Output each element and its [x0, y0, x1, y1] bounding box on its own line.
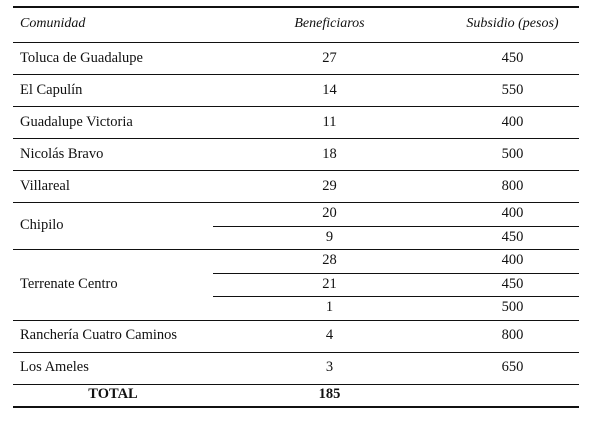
cell-comunidad: Guadalupe Victoria — [20, 113, 133, 130]
row-rule — [13, 202, 579, 203]
table-bottom-rule — [13, 405, 579, 408]
row-rule — [13, 383, 579, 385]
header-bottom-rule — [13, 42, 579, 43]
cell-subsidio: 400 — [501, 205, 524, 222]
cell-beneficiarios: 27 — [322, 49, 337, 66]
row-rule — [13, 138, 579, 139]
row-rule — [13, 319, 579, 321]
sub-row-rule — [213, 225, 579, 227]
cell-comunidad: Toluca de Guadalupe — [20, 49, 143, 66]
cell-beneficiarios: 1 — [325, 299, 334, 316]
row-rule — [13, 351, 579, 353]
total-beneficiarios: 185 — [318, 386, 341, 402]
row-rule — [13, 170, 579, 171]
total-label: TOTAL — [88, 386, 138, 402]
cell-beneficiarios: 9 — [325, 228, 334, 245]
cell-comunidad: Nicolás Bravo — [20, 145, 104, 162]
row-rule — [13, 106, 579, 107]
row-rule — [13, 249, 579, 250]
cell-comunidad: Los Ameles — [20, 359, 89, 375]
cell-subsidio: 450 — [501, 228, 524, 245]
cell-beneficiarios: 21 — [322, 275, 337, 292]
cell-subsidio: 450 — [501, 275, 524, 292]
cell-beneficiarios: 11 — [322, 113, 337, 130]
cell-beneficiarios: 18 — [322, 145, 337, 162]
cell-subsidio: 400 — [501, 113, 524, 130]
cell-comunidad: Ranchería Cuatro Caminos — [20, 327, 178, 343]
cell-beneficiarios: 20 — [322, 205, 337, 222]
cell-subsidio: 800 — [501, 177, 524, 194]
header-comunidad: Comunidad — [20, 16, 86, 31]
cell-comunidad: Chipilo — [20, 217, 64, 233]
cell-subsidio: 500 — [501, 145, 524, 162]
sub-row-rule — [213, 296, 579, 297]
cell-subsidio: 450 — [501, 49, 524, 66]
header-beneficiarios: Beneficiaros — [294, 16, 365, 31]
table-top-rule — [13, 6, 579, 8]
row-rule — [13, 74, 579, 75]
cell-beneficiarios: 14 — [322, 81, 337, 98]
cell-beneficiarios: 29 — [322, 177, 337, 194]
cell-comunidad: Villareal — [20, 177, 70, 194]
cell-subsidio: 550 — [501, 81, 524, 98]
cell-beneficiarios: 4 — [325, 327, 334, 343]
total-subsidio — [446, 384, 579, 406]
cell-subsidio: 400 — [501, 252, 524, 269]
cell-subsidio: 650 — [501, 359, 524, 375]
cell-subsidio: 800 — [501, 327, 524, 343]
cell-beneficiarios: 28 — [322, 252, 337, 269]
sub-row-rule — [213, 272, 579, 274]
header-subsidio: Subsidio (pesos) — [466, 16, 559, 31]
cell-comunidad: Terrenate Centro — [20, 275, 118, 292]
cell-comunidad: El Capulín — [20, 81, 83, 98]
cell-beneficiarios: 3 — [325, 359, 334, 375]
cell-subsidio: 500 — [501, 299, 524, 316]
